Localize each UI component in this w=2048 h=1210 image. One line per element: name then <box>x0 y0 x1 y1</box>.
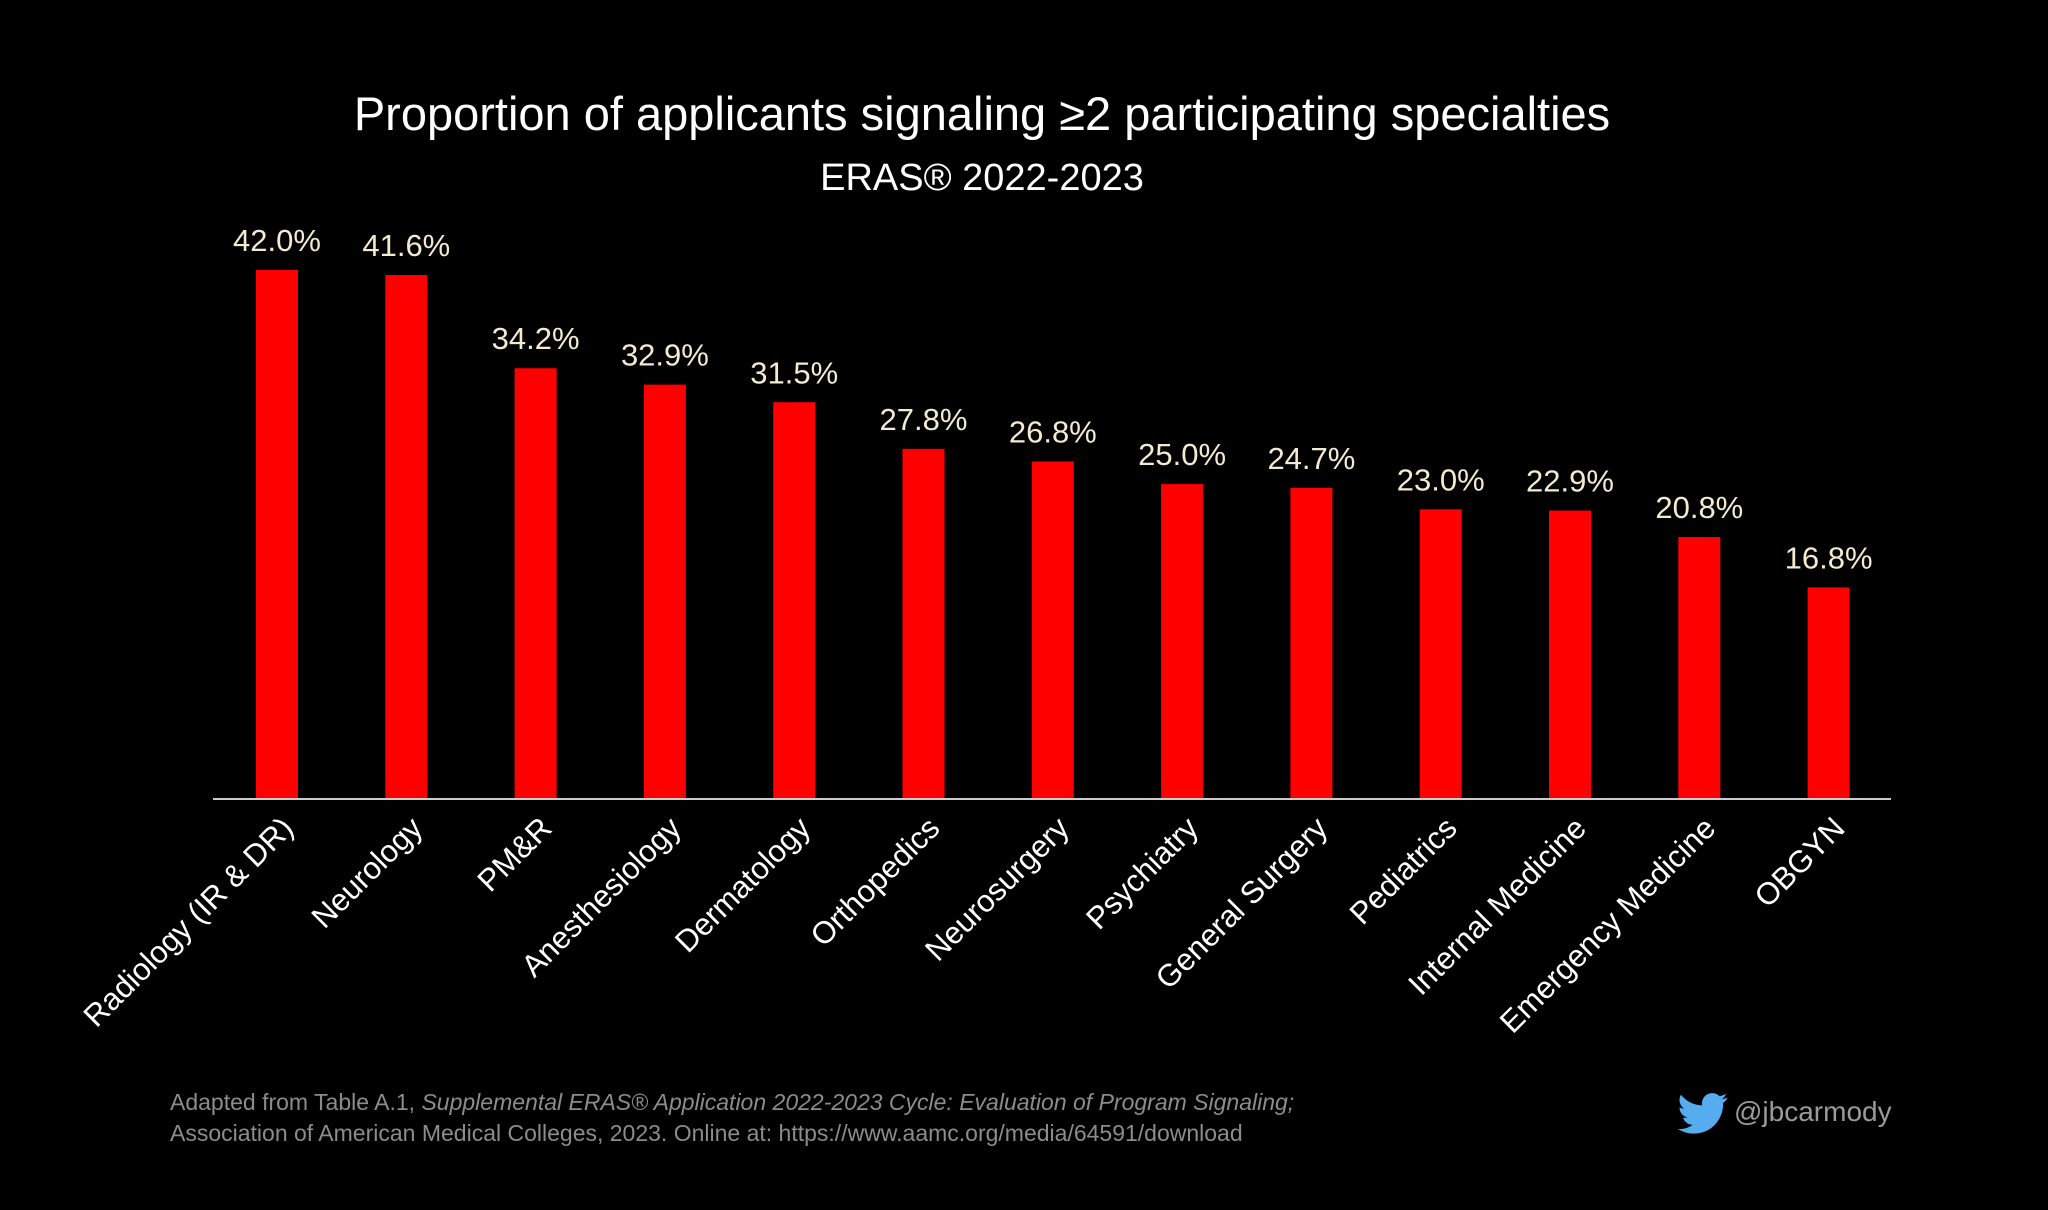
bar <box>1419 509 1462 799</box>
category-label: Orthopedics <box>804 810 947 953</box>
chart-title: Proportion of applicants signaling ≥2 pa… <box>354 87 1610 140</box>
bar <box>1678 537 1721 799</box>
bar <box>643 384 686 799</box>
source-prefix: Adapted from Table A.1, <box>170 1089 421 1115</box>
bar <box>385 275 428 799</box>
twitter-bird-icon <box>1678 1093 1728 1134</box>
category-label: Radiology (IR & DR) <box>77 810 300 1033</box>
bar <box>1549 510 1591 799</box>
value-label: 23.0% <box>1397 462 1485 497</box>
value-label: 27.8% <box>880 402 968 437</box>
category-label: Dermatology <box>668 810 817 959</box>
source-title: Supplemental ERAS® Application 2022-2023… <box>421 1089 1294 1115</box>
value-label: 32.9% <box>621 338 709 373</box>
value-label: 34.2% <box>492 321 580 356</box>
twitter-handle[interactable]: @jbcarmody <box>1734 1096 1892 1127</box>
category-label: Neurology <box>305 810 430 935</box>
bar <box>1161 484 1204 799</box>
value-label: 26.8% <box>1009 414 1097 449</box>
category-label: Psychiatry <box>1079 810 1205 936</box>
category-label: PM&R <box>470 810 558 898</box>
bar <box>256 270 298 799</box>
bar <box>514 368 557 799</box>
value-label: 24.7% <box>1267 441 1355 476</box>
bar <box>1031 461 1074 799</box>
category-label: OBGYN <box>1748 810 1852 914</box>
value-label: 20.8% <box>1655 490 1743 525</box>
category-label: Pediatrics <box>1343 810 1464 931</box>
bar <box>902 448 945 799</box>
value-label: 25.0% <box>1138 437 1226 472</box>
source-line-2: Association of American Medical Colleges… <box>170 1120 1243 1146</box>
chart-subtitle: ERAS® 2022-2023 <box>820 157 1144 199</box>
bar <box>773 402 816 799</box>
source-line-1: Adapted from Table A.1, Supplemental ERA… <box>170 1089 1294 1115</box>
value-label: 41.6% <box>362 228 450 263</box>
value-label: 42.0% <box>233 223 321 258</box>
value-label: 22.9% <box>1526 464 1614 499</box>
value-label: 16.8% <box>1785 540 1873 575</box>
bar <box>1290 487 1333 799</box>
bar <box>1807 587 1850 799</box>
category-label: Emergency Medicine <box>1493 810 1722 1039</box>
value-label: 31.5% <box>750 355 838 390</box>
